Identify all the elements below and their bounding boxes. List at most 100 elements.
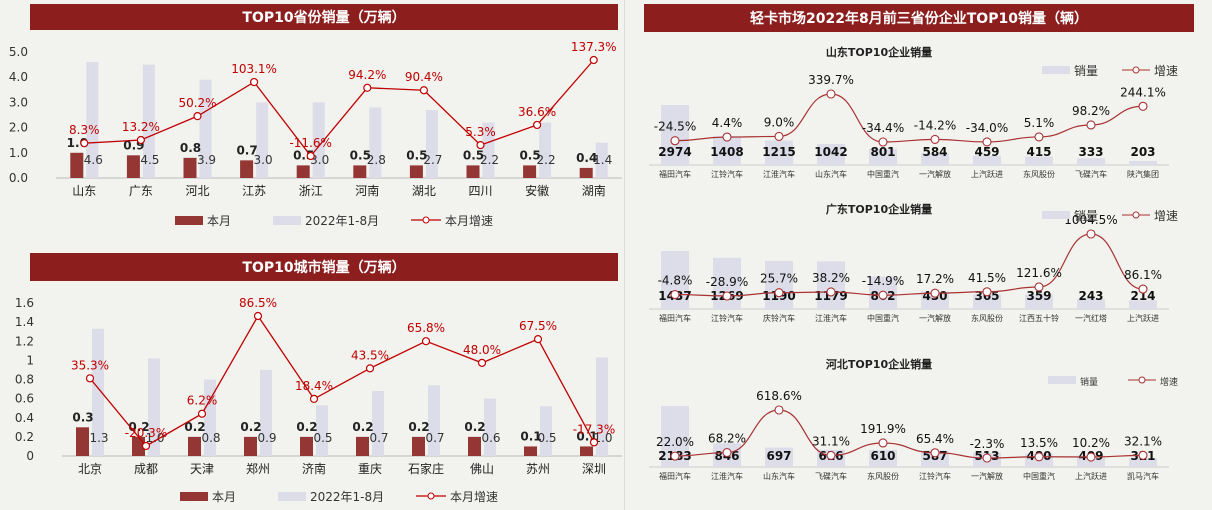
month-value-label: 0.5: [463, 148, 484, 162]
category-label: 深圳: [582, 462, 606, 476]
month-value-label: 0.2: [296, 420, 317, 434]
category-label: 福田汽车: [659, 471, 691, 481]
province-sales-chart: 0.01.02.03.04.05.04.61.0山东4.50.9广东3.90.8…: [9, 40, 622, 228]
sales-value-label: 2974: [658, 145, 691, 159]
legend-ytd-label: 2022年1-8月: [310, 490, 384, 504]
ytd-value-label: 3.9: [197, 153, 216, 167]
category-label: 苏州: [526, 462, 550, 476]
ytd-bar: [92, 328, 104, 456]
ytd-value-label: 0.7: [425, 431, 444, 445]
ytd-value-label: 0.8: [201, 431, 220, 445]
y-tick-label: 1: [26, 353, 34, 367]
sales-value-label: 1215: [762, 145, 795, 159]
category-label: 中国重汽: [867, 313, 899, 323]
legend-month-swatch: [175, 216, 203, 225]
growth-point: [193, 112, 202, 121]
category-label: 一汽解放: [919, 313, 951, 323]
sales-value-label: 359: [1026, 289, 1051, 303]
month-value-label: 0.1: [520, 429, 541, 443]
sales-bar: [765, 447, 793, 467]
growth-value-label: 339.7%: [808, 73, 854, 87]
guangdong-enterprise-chart: 1437福田汽车1269江铃汽车1190庆铃汽车1179江淮汽车802中国重汽4…: [649, 210, 1178, 323]
category-label: 东风股份: [867, 471, 899, 481]
month-bar: [300, 436, 313, 456]
growth-value-label: -14.2%: [914, 118, 956, 132]
category-label: 福田汽车: [659, 313, 691, 323]
growth-point: [774, 405, 784, 415]
guangdong-subtitle: 广东TOP10企业销量: [825, 203, 933, 216]
y-tick-label: 0.0: [9, 171, 28, 185]
ytd-bar: [484, 398, 496, 456]
month-value-label: 0.3: [72, 410, 93, 424]
growth-value-label: 67.5%: [519, 319, 557, 333]
enterprise-chart-title: 轻卡市场2022年8月前三省份企业TOP10销量（辆）: [644, 4, 1194, 32]
sales-bar: [817, 261, 845, 309]
growth-point: [930, 134, 940, 144]
growth-value-label: -34.0%: [966, 121, 1008, 135]
panel-divider: [624, 0, 625, 510]
growth-value-label: 25.7%: [760, 272, 798, 286]
category-label: 江西五十铃: [1019, 313, 1059, 323]
category-label: 浙江: [299, 184, 323, 198]
y-tick-label: 1.2: [15, 334, 34, 348]
ytd-value-label: 0.6: [481, 431, 500, 445]
sales-value-label: 584: [922, 145, 947, 159]
category-label: 成都: [134, 462, 158, 476]
month-value-label: 0.7: [236, 143, 257, 157]
ytd-value-label: 1.0: [145, 431, 164, 445]
ytd-value-label: 1.3: [89, 431, 108, 445]
y-tick-label: 0.8: [15, 373, 34, 387]
growth-point: [722, 447, 732, 458]
category-label: 一汽红塔: [1075, 313, 1107, 323]
month-value-label: 0.2: [240, 420, 261, 434]
month-bar: [356, 436, 369, 456]
growth-point: [589, 55, 598, 65]
growth-value-label: 22.0%: [656, 435, 694, 449]
sales-bar: [765, 260, 793, 309]
month-value-label: 0.2: [184, 420, 205, 434]
category-label: 山东汽车: [763, 471, 795, 481]
ytd-bar: [482, 122, 495, 178]
y-tick-label: 1.4: [15, 315, 34, 329]
legend-sales-swatch: [1042, 211, 1070, 219]
sales-bar: [661, 105, 689, 165]
month-bar: [70, 152, 84, 178]
growth-value-label: 4.4%: [712, 116, 743, 130]
growth-value-label: -14.9%: [862, 274, 904, 288]
ytd-bar: [256, 102, 269, 178]
category-label: 中国重汽: [867, 169, 899, 179]
growth-value-label: 6.2%: [187, 394, 218, 408]
growth-point: [878, 438, 888, 448]
growth-value-label: 32.1%: [1124, 434, 1162, 448]
ytd-bar: [369, 107, 382, 178]
sales-value-label: 1408: [710, 145, 743, 159]
legend-growth-marker: [427, 492, 435, 500]
legend-ytd-swatch: [273, 216, 301, 225]
category-label: 福田汽车: [659, 169, 691, 179]
growth-value-label: 5.3%: [465, 125, 496, 139]
growth-point: [1086, 452, 1096, 462]
growth-point: [826, 450, 836, 460]
category-label: 江铃汽车: [711, 169, 743, 179]
month-value-label: 0.5: [350, 148, 371, 162]
ytd-value-label: 0.9: [257, 431, 276, 445]
growth-point: [1086, 229, 1096, 239]
growth-point: [85, 374, 95, 383]
month-value-label: 0.2: [352, 420, 373, 434]
y-tick-label: 1.0: [9, 146, 28, 160]
y-tick-label: 2.0: [9, 121, 28, 135]
growth-value-label: 31.1%: [812, 434, 850, 448]
growth-point: [80, 139, 89, 148]
growth-point: [1138, 101, 1148, 111]
legend-sales-swatch: [1048, 376, 1076, 384]
growth-point: [253, 311, 263, 321]
month-bar: [412, 436, 425, 456]
growth-value-label: 35.3%: [71, 358, 109, 372]
category-label: 江铃汽车: [711, 313, 743, 323]
sales-value-label: 801: [870, 145, 895, 159]
category-label: 重庆: [358, 462, 382, 476]
y-tick-label: 0: [26, 449, 34, 463]
sales-bar: [1025, 156, 1053, 165]
growth-point: [722, 291, 732, 301]
sales-bar: [661, 251, 689, 309]
